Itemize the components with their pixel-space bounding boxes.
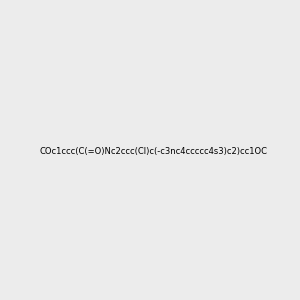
- Text: COc1ccc(C(=O)Nc2ccc(Cl)c(-c3nc4ccccc4s3)c2)cc1OC: COc1ccc(C(=O)Nc2ccc(Cl)c(-c3nc4ccccc4s3)…: [40, 147, 268, 156]
